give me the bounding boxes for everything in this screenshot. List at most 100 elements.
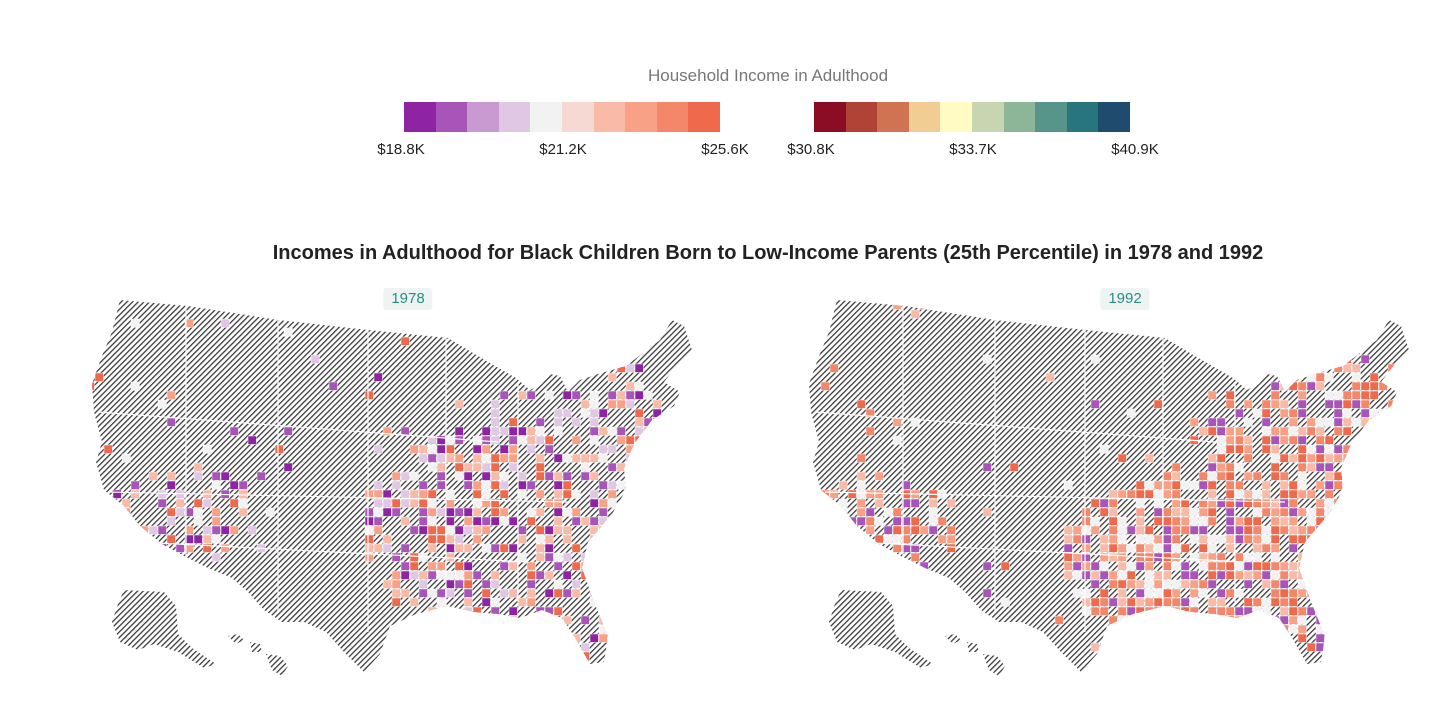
county-cell: [490, 399, 500, 409]
county-cell: [1288, 300, 1298, 301]
county-cell: [1297, 570, 1307, 580]
county-cell: [481, 615, 491, 625]
county-cell: [625, 363, 635, 373]
county-cell: [598, 570, 608, 580]
county-cell: [580, 462, 590, 472]
county-cell: [838, 543, 848, 553]
county-cell: [1225, 624, 1235, 634]
county-cell: [634, 390, 644, 400]
county-cell: [1333, 471, 1343, 481]
county-cell: [892, 570, 902, 580]
county-cell: [490, 408, 500, 418]
county-cell: [562, 408, 572, 418]
county-cell: [1351, 543, 1361, 553]
county-cell: [1180, 633, 1190, 643]
county-cell: [1099, 561, 1109, 571]
county-cell: [589, 417, 599, 427]
county-cell: [1117, 606, 1127, 616]
county-cell: [1225, 480, 1235, 490]
county-cell: [1198, 552, 1208, 562]
county-cell: [1315, 435, 1325, 445]
county-cell: [652, 552, 662, 562]
county-cell: [1216, 453, 1226, 463]
legend-low-swatch-9: [688, 102, 720, 132]
county-cell: [1306, 381, 1316, 391]
county-cell: [1342, 390, 1352, 400]
county-cell: [427, 543, 437, 553]
county-cell: [625, 552, 635, 562]
county-cell: [1306, 579, 1316, 589]
county-cell: [856, 480, 866, 490]
county-cell: [157, 489, 167, 499]
county-cell: [193, 516, 203, 526]
county-cell: [373, 507, 383, 517]
county-cell: [1198, 579, 1208, 589]
county-cell: [1243, 417, 1253, 427]
county-cell: [562, 534, 572, 544]
county-cell: [463, 543, 473, 553]
county-cell: [1306, 588, 1316, 598]
county-cell: [472, 480, 482, 490]
county-cell: [211, 480, 221, 490]
county-cell: [1198, 561, 1208, 571]
county-cell: [94, 534, 104, 544]
county-cell: [1306, 516, 1316, 526]
county-cell: [1351, 381, 1361, 391]
county-cell: [472, 615, 482, 625]
county-cell: [184, 525, 194, 535]
county-cell: [490, 543, 500, 553]
county-cell: [193, 534, 203, 544]
county-cell: [400, 588, 410, 598]
county-cell: [508, 462, 518, 472]
county-cell: [508, 453, 518, 463]
county-cell: [445, 516, 455, 526]
county-cell: [1369, 489, 1379, 499]
county-cell: [1153, 579, 1163, 589]
county-cell: [1270, 516, 1280, 526]
county-cell: [1324, 462, 1334, 472]
county-cell: [616, 534, 626, 544]
legend-low-tick-min: $18.8K: [377, 141, 425, 158]
county-cell: [229, 615, 239, 625]
county-cell: [1234, 615, 1244, 625]
legend-low-tick-mid: $21.2K: [539, 141, 587, 158]
county-cell: [1342, 399, 1352, 409]
county-cell: [121, 498, 131, 508]
county-cell: [481, 462, 491, 472]
county-cell: [562, 390, 572, 400]
county-cell: [427, 516, 437, 526]
county-cell: [1342, 408, 1352, 418]
county-cell: [1207, 534, 1217, 544]
county-cell: [364, 543, 374, 553]
county-cell: [919, 300, 929, 310]
county-cell: [892, 516, 902, 526]
county-cell: [481, 579, 491, 589]
county-cell: [661, 489, 671, 499]
county-cell: [1270, 534, 1280, 544]
county-cell: [409, 444, 419, 454]
county-cell: [1333, 426, 1343, 436]
county-cell: [874, 534, 884, 544]
legend-high-tick-max: $40.9K: [1111, 141, 1159, 158]
county-cell: [607, 525, 617, 535]
county-cell: [1360, 498, 1370, 508]
county-cell: [1135, 588, 1145, 598]
county-cell: [472, 507, 482, 517]
county-cell: [865, 489, 875, 499]
county-cell: [1261, 606, 1271, 616]
county-cell: [526, 507, 536, 517]
county-cell: [1342, 498, 1352, 508]
county-cell: [661, 471, 671, 481]
county-cell: [427, 489, 437, 499]
legend-low-swatch-2: [467, 102, 499, 132]
county-cell: [1315, 372, 1325, 382]
county-cell: [373, 543, 383, 553]
county-cell: [391, 471, 401, 481]
county-cell: [1351, 516, 1361, 526]
county-cell: [1090, 642, 1100, 652]
county-cell: [785, 553, 793, 561]
county-cell: [166, 516, 176, 526]
county-cell: [1189, 615, 1199, 625]
county-cell: [1153, 624, 1163, 634]
county-cell: [1279, 525, 1289, 535]
